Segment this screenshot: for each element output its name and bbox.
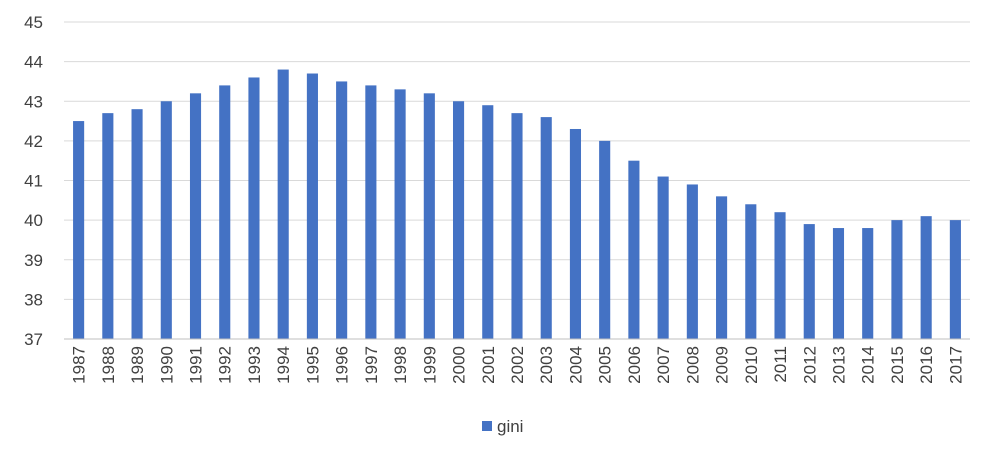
bar-2011 xyxy=(774,212,786,339)
x-tick-label-1987: 1987 xyxy=(70,346,89,384)
bar-1998 xyxy=(394,89,406,339)
x-tick-label-2008: 2008 xyxy=(683,346,702,384)
x-tick-label-1991: 1991 xyxy=(187,346,206,384)
x-tick-label-2017: 2017 xyxy=(946,346,965,384)
x-tick-label-2002: 2002 xyxy=(508,346,527,384)
y-tick-labels: 37 38 39 40 41 42 43 44 45 xyxy=(24,13,43,349)
y-tick-label-45: 45 xyxy=(24,13,43,32)
bars xyxy=(73,69,961,340)
bar-1991 xyxy=(189,93,202,339)
x-tick-label-2009: 2009 xyxy=(713,346,732,384)
x-tick-label-1990: 1990 xyxy=(157,346,176,384)
bar-2008 xyxy=(686,184,698,339)
x-tick-label-2005: 2005 xyxy=(596,346,615,384)
x-tick-label-2011: 2011 xyxy=(771,346,790,383)
bar-1992 xyxy=(219,85,231,340)
bar-2013 xyxy=(832,228,845,339)
x-tick-label-2016: 2016 xyxy=(917,346,936,384)
x-tick-label-2003: 2003 xyxy=(537,346,556,384)
x-tick-label-1998: 1998 xyxy=(391,346,410,384)
legend-swatch-gini xyxy=(482,421,492,431)
y-tick-label-41: 41 xyxy=(24,172,43,191)
bar-2007 xyxy=(657,176,669,339)
x-tick-label-1999: 1999 xyxy=(420,346,439,384)
bar-2010 xyxy=(745,204,757,339)
y-tick-label-40: 40 xyxy=(24,211,43,230)
y-tick-label-38: 38 xyxy=(24,290,43,309)
bar-1987 xyxy=(73,121,85,339)
legend-label-gini: gini xyxy=(497,417,523,436)
bar-2015 xyxy=(891,220,903,339)
x-tick-label-1989: 1989 xyxy=(128,346,147,384)
bar-2006 xyxy=(628,160,640,339)
x-tick-label-2014: 2014 xyxy=(859,346,878,384)
bar-1997 xyxy=(365,85,377,340)
x-tick-label-2000: 2000 xyxy=(450,346,469,384)
y-tick-label-39: 39 xyxy=(24,251,43,270)
x-tick-label-2010: 2010 xyxy=(742,346,761,384)
bar-1999 xyxy=(423,93,435,339)
y-tick-label-44: 44 xyxy=(24,53,43,72)
x-tick-label-1992: 1992 xyxy=(216,346,235,384)
bar-1994 xyxy=(277,69,289,340)
x-tick-label-2004: 2004 xyxy=(566,346,585,384)
bar-1988 xyxy=(102,113,114,339)
x-tick-label-1997: 1997 xyxy=(362,346,381,384)
bar-2009 xyxy=(716,196,728,339)
x-tick-label-1994: 1994 xyxy=(274,346,293,384)
bar-2000 xyxy=(452,101,465,339)
bar-2016 xyxy=(920,216,932,339)
bar-2004 xyxy=(569,128,582,339)
bar-2001 xyxy=(482,105,494,340)
bar-2017 xyxy=(949,220,961,339)
x-tick-label-1993: 1993 xyxy=(245,346,264,384)
bar-1996 xyxy=(336,81,348,339)
bar-1989 xyxy=(131,109,143,339)
x-tick-label-2015: 2015 xyxy=(888,346,907,384)
x-tick-label-2012: 2012 xyxy=(800,346,819,384)
x-tick-labels: 1987 1988 1989 1990 1991 1992 1993 1994 1995 1996… xyxy=(70,346,966,384)
x-tick-label-1988: 1988 xyxy=(99,346,118,384)
x-tick-label-1995: 1995 xyxy=(303,346,322,384)
x-tick-label-2006: 2006 xyxy=(625,346,644,384)
x-tick-label-2013: 2013 xyxy=(829,346,848,384)
bar-2012 xyxy=(803,224,815,339)
bar-2005 xyxy=(599,140,611,339)
x-tick-label-1996: 1996 xyxy=(333,346,352,384)
x-tick-label-2007: 2007 xyxy=(654,346,673,384)
x-tick-label-2001: 2001 xyxy=(479,346,498,384)
bar-1990 xyxy=(160,101,172,339)
legend: gini xyxy=(482,417,523,436)
y-tick-label-37: 37 xyxy=(24,330,43,349)
bar-1995 xyxy=(306,73,318,339)
bar-2003 xyxy=(540,117,552,339)
y-tick-label-42: 42 xyxy=(24,132,43,151)
bar-1993 xyxy=(248,77,260,339)
bar-2002 xyxy=(511,113,523,339)
y-tick-label-43: 43 xyxy=(24,92,43,111)
bar-2014 xyxy=(862,228,874,339)
